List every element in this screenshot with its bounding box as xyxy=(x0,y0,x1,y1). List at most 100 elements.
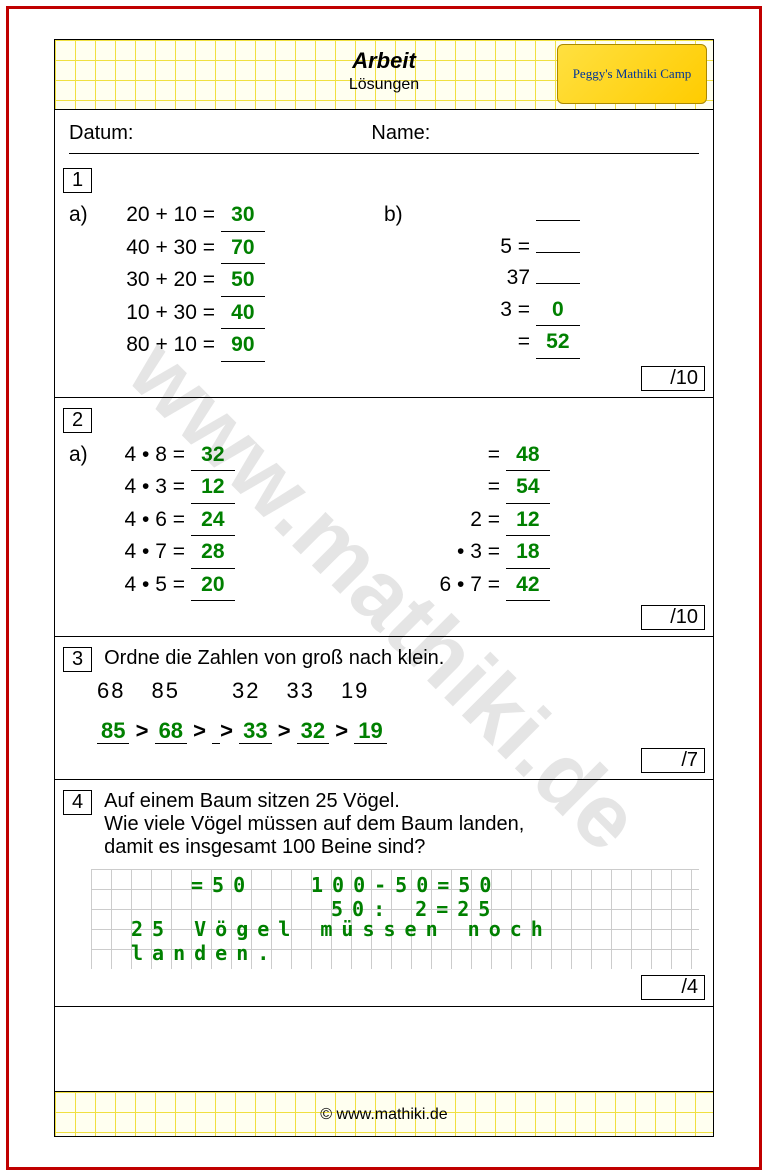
section-divider xyxy=(55,1006,713,1007)
ordering-answer: 85 > 68 > > 33 > 32 > 19 xyxy=(97,718,699,744)
exercise-3: 3Ordne die Zahlen von groß nach klein.68… xyxy=(69,643,699,780)
equation-lhs: = xyxy=(410,326,530,358)
exercise-text: Auf einem Baum sitzen 25 Vögel.Wie viele… xyxy=(104,790,524,859)
footer-text: © www.mathiki.de xyxy=(320,1106,447,1123)
equation-lhs: 40 + 30 = xyxy=(95,232,215,264)
exercise-4: 4Auf einem Baum sitzen 25 Vögel.Wie viel… xyxy=(69,786,699,1007)
exercise-2: 2a)4 • 8 = 324 • 3 = 124 • 6 = 244 • 7 =… xyxy=(69,404,699,638)
equation-answer xyxy=(536,283,580,284)
equation-answer: 40 xyxy=(221,297,265,330)
equation-answer: 28 xyxy=(191,536,235,569)
equation-answer: 42 xyxy=(506,569,550,602)
equation-lhs: 4 • 3 = xyxy=(95,471,185,503)
exercise-number: 4 xyxy=(63,790,92,815)
equation-lhs: 6 • 7 = xyxy=(410,569,500,601)
name-label: Name: xyxy=(371,122,699,145)
equation-row: 10 + 30 = 40 xyxy=(69,297,384,330)
equation-lhs: 10 + 30 = xyxy=(95,297,215,329)
equation-row: 3 = 0 xyxy=(384,294,699,327)
column: a)4 • 8 = 324 • 3 = 124 • 6 = 244 • 7 = … xyxy=(69,439,384,602)
equation-answer xyxy=(536,220,580,221)
exercise-1: 1a)20 + 10 = 3040 + 30 = 7030 + 20 = 501… xyxy=(69,164,699,398)
score-box: /7 xyxy=(641,748,705,773)
column: b) 5 = 37 3 = 0= 52 xyxy=(384,199,699,362)
score-box: /10 xyxy=(641,605,705,630)
equation-row: 6 • 7 = 42 xyxy=(384,569,699,602)
equation-row: 2 = 12 xyxy=(384,504,699,537)
final-answer: 25 Vögel müssen noch landen. xyxy=(131,917,699,965)
worksheet-page: Arbeit Lösungen Peggy's Mathiki Camp www… xyxy=(54,39,714,1137)
work-line: =50 xyxy=(191,873,254,897)
equation-lhs: 5 = xyxy=(410,231,530,263)
section-divider xyxy=(55,397,713,398)
equation-row: 5 = xyxy=(384,231,699,263)
work-line: 100-50=50 xyxy=(311,873,500,897)
equation-answer: 20 xyxy=(191,569,235,602)
work-grid: =50100-50=5050: 2=2525 Vögel müssen noch… xyxy=(91,869,699,969)
column-label: b) xyxy=(384,199,410,231)
column: = 48= 542 = 12• 3 = 186 • 7 = 42 xyxy=(384,439,699,602)
equation-answer: 24 xyxy=(191,504,235,537)
equation-lhs: 2 = xyxy=(410,504,500,536)
equation-answer: 18 xyxy=(506,536,550,569)
equation-row: b) xyxy=(384,199,699,231)
date-label: Datum: xyxy=(69,122,371,145)
equation-row: • 3 = 18 xyxy=(384,536,699,569)
equation-lhs: 4 • 7 = xyxy=(95,536,185,568)
equation-row: 80 + 10 = 90 xyxy=(69,329,384,362)
column: a)20 + 10 = 3040 + 30 = 7030 + 20 = 5010… xyxy=(69,199,384,362)
equation-answer: 30 xyxy=(221,199,265,232)
equation-answer: 50 xyxy=(221,264,265,297)
equation-row: a)20 + 10 = 30 xyxy=(69,199,384,232)
equation-answer: 52 xyxy=(536,326,580,359)
score-box: /4 xyxy=(641,975,705,1000)
ordering-numbers: 6885323319 xyxy=(97,678,699,704)
section-divider xyxy=(55,779,713,780)
equation-lhs: 3 = xyxy=(410,294,530,326)
exercise-number: 1 xyxy=(63,168,92,193)
equation-answer: 12 xyxy=(191,471,235,504)
equation-answer: 0 xyxy=(536,294,580,327)
equation-lhs: • 3 = xyxy=(410,536,500,568)
equation-lhs: 20 + 10 = xyxy=(95,199,215,231)
equation-lhs: 30 + 20 = xyxy=(95,264,215,296)
equation-lhs: = xyxy=(410,439,500,471)
exercise-number: 2 xyxy=(63,408,92,433)
equation-answer xyxy=(536,252,580,253)
equation-lhs: = xyxy=(410,471,500,503)
equation-answer: 90 xyxy=(221,329,265,362)
equation-lhs: 80 + 10 = xyxy=(95,329,215,361)
exercise-instruction: Ordne die Zahlen von groß nach klein. xyxy=(104,647,444,670)
equation-row: 4 • 5 = 20 xyxy=(69,569,384,602)
equation-answer: 12 xyxy=(506,504,550,537)
equation-row: 30 + 20 = 50 xyxy=(69,264,384,297)
equation-answer: 54 xyxy=(506,471,550,504)
info-row: Datum: Name: xyxy=(69,118,699,154)
equation-answer: 70 xyxy=(221,232,265,265)
content-area: www.mathiki.de Datum: Name: 1a)20 + 10 =… xyxy=(55,110,713,1091)
score-box: /10 xyxy=(641,366,705,391)
equation-lhs: 37 xyxy=(410,262,530,294)
header-band: Arbeit Lösungen Peggy's Mathiki Camp xyxy=(55,40,713,110)
equation-row: 4 • 6 = 24 xyxy=(69,504,384,537)
column-label: a) xyxy=(69,439,95,471)
equation-row: 37 xyxy=(384,262,699,294)
equation-row: = 54 xyxy=(384,471,699,504)
equation-row: = 48 xyxy=(384,439,699,472)
equation-row: a)4 • 8 = 32 xyxy=(69,439,384,472)
equation-row: 4 • 7 = 28 xyxy=(69,536,384,569)
equation-row: 40 + 30 = 70 xyxy=(69,232,384,265)
exercise-number: 3 xyxy=(63,647,92,672)
equation-row: 4 • 3 = 12 xyxy=(69,471,384,504)
equation-answer: 48 xyxy=(506,439,550,472)
logo-mathiki-camp: Peggy's Mathiki Camp xyxy=(557,44,707,104)
equation-lhs: 4 • 6 = xyxy=(95,504,185,536)
equation-lhs: 4 • 5 = xyxy=(95,569,185,601)
equation-lhs: 4 • 8 = xyxy=(95,439,185,471)
section-divider xyxy=(55,636,713,637)
equation-answer: 32 xyxy=(191,439,235,472)
outer-frame: Arbeit Lösungen Peggy's Mathiki Camp www… xyxy=(6,6,762,1170)
equation-row: = 52 xyxy=(384,326,699,359)
column-label: a) xyxy=(69,199,95,231)
footer-band: © www.mathiki.de xyxy=(55,1091,713,1136)
